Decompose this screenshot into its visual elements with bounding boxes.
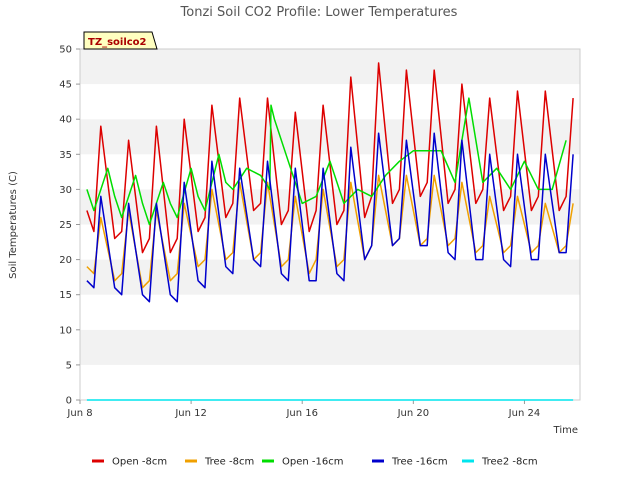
- y-tick-label: 0: [66, 396, 72, 407]
- y-axis: 0 5 10 15 20 25 30 35 40 45 50: [59, 45, 80, 407]
- y-tick-label: 35: [59, 150, 72, 161]
- legend-label: Tree -8cm: [204, 457, 254, 468]
- legend-label: Tree -16cm: [391, 457, 448, 468]
- series-line: [86, 174, 574, 289]
- x-axis-label: Time: [553, 425, 578, 436]
- grid-band: [80, 329, 580, 365]
- series-line: [86, 62, 574, 254]
- grid-band: [80, 49, 580, 85]
- legend-label: Tree2 -8cm: [481, 457, 538, 468]
- legend-label: Open -16cm: [282, 457, 343, 468]
- grid-band: [80, 294, 580, 330]
- series-lines: [86, 62, 574, 401]
- y-tick-label: 15: [59, 290, 72, 301]
- badge-background: [83, 31, 158, 50]
- x-tick-label: Jun 20: [397, 408, 430, 419]
- legend-label: Open -8cm: [112, 457, 167, 468]
- y-tick-label: 25: [59, 220, 72, 231]
- x-tick-label: Jun 8: [66, 408, 92, 419]
- series-line: [86, 132, 574, 303]
- y-tick-label: 20: [59, 255, 72, 266]
- x-tick-label: Jun 12: [174, 408, 207, 419]
- grid-band: [80, 364, 580, 400]
- x-tick-label: Jun 16: [285, 408, 318, 419]
- legend: Open -8cm Tree -8cm Open -16cm Tree -16cm Tr…: [92, 457, 538, 468]
- y-tick-label: 30: [59, 185, 72, 196]
- y-tick-label: 50: [59, 45, 72, 56]
- y-tick-label: 10: [59, 325, 72, 336]
- chart-title: Tonzi Soil CO2 Profile: Lower Temperatur…: [180, 5, 458, 20]
- y-tick-label: 45: [59, 80, 72, 91]
- x-tick-label: Jun 24: [508, 408, 541, 419]
- series-line: [86, 97, 567, 226]
- grid-band: [80, 259, 580, 295]
- y-axis-label: Soil Temperatures (C): [8, 171, 19, 279]
- badge-label: TZ_soilco2: [88, 37, 147, 48]
- dataset-badge: TZ_soilco2: [83, 31, 158, 50]
- y-tick-label: 40: [59, 115, 72, 126]
- y-tick-label: 5: [66, 360, 72, 371]
- grid-band: [80, 84, 580, 120]
- x-axis: Jun 8 Jun 12 Jun 16 Jun 20 Jun 24: [66, 400, 540, 419]
